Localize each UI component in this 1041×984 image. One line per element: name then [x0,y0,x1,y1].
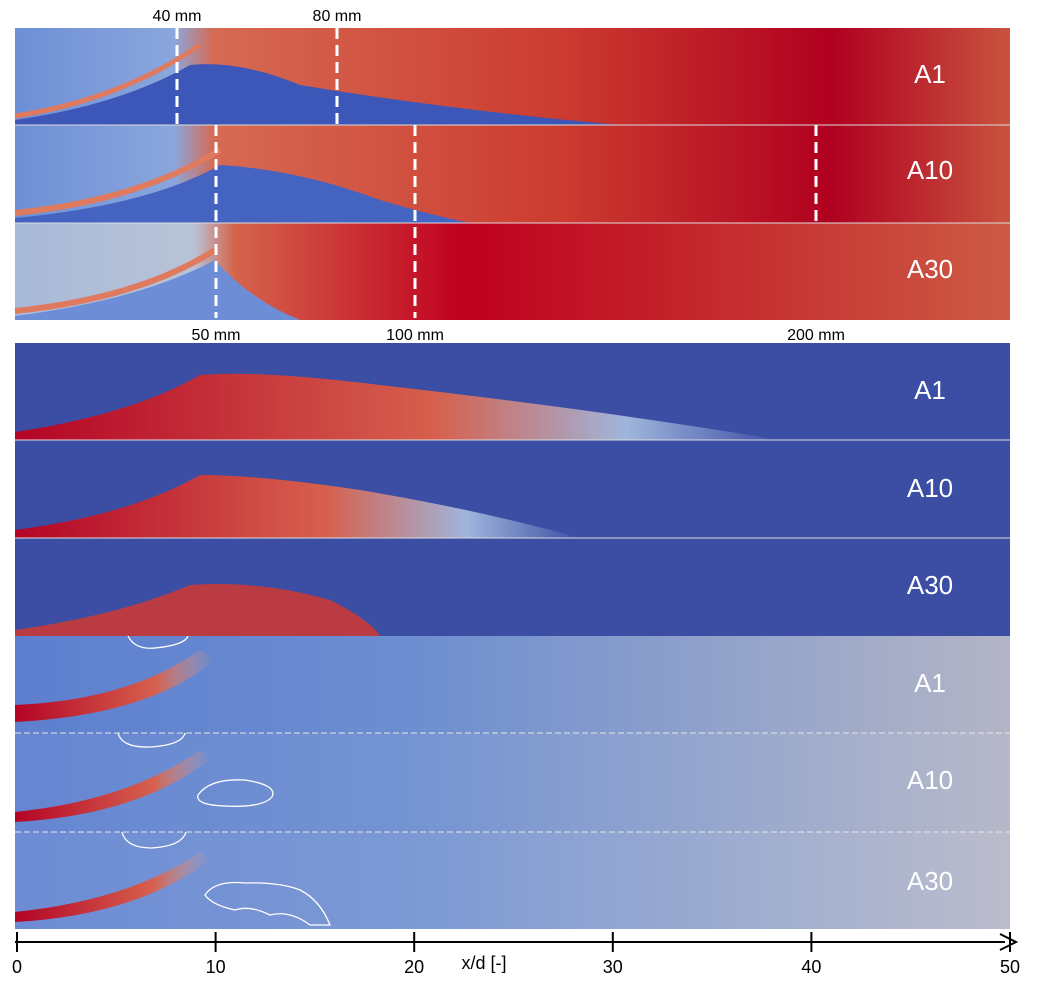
field [15,733,1010,832]
contour [127,635,189,649]
bottom-panels: A1 A10 A30 [15,635,1010,929]
field [15,584,380,636]
panel-label: A10 [907,155,953,185]
axis-label: x/d [-] [461,953,506,973]
marker-label: 40 mm [153,8,202,25]
axis-arrow [999,933,1019,951]
middle-panels: A1 A10 A30 [15,343,1010,636]
field [15,852,212,922]
field [15,832,1010,929]
field [15,636,1010,733]
x-axis: x/d [-] 0 10 20 30 40 50 [12,932,1020,977]
tick-label: 0 [12,957,22,977]
top-panels: 40 mm 80 mm 50 mm 100 mm 200 mm A1 A10 A… [14,8,1010,344]
marker-label: 100 mm [386,327,444,344]
tick-label: 40 [801,957,821,977]
field [14,42,202,119]
field [14,247,217,314]
field [14,147,222,216]
field [15,64,620,125]
tick-label: 30 [603,957,623,977]
field [15,475,580,538]
contour [204,881,331,926]
marker-label: 80 mm [313,8,362,25]
panel-label: A10 [907,765,953,795]
contour [197,779,274,807]
field [15,373,780,440]
tick-label: 20 [404,957,424,977]
marker-label: 200 mm [787,327,845,344]
contour [121,831,187,849]
tick-label: 50 [1000,957,1020,977]
panel-label: A30 [907,570,953,600]
panel-label: A1 [914,668,946,698]
tick-label: 10 [206,957,226,977]
field [15,165,470,223]
field [15,260,300,320]
field [15,750,212,822]
field [15,650,215,722]
contour [117,732,186,748]
panel-label: A30 [907,254,953,284]
panel-label: A1 [914,375,946,405]
marker-label: 50 mm [192,327,241,344]
panel-label: A10 [907,473,953,503]
panel-label: A30 [907,866,953,896]
panel-label: A1 [914,59,946,89]
